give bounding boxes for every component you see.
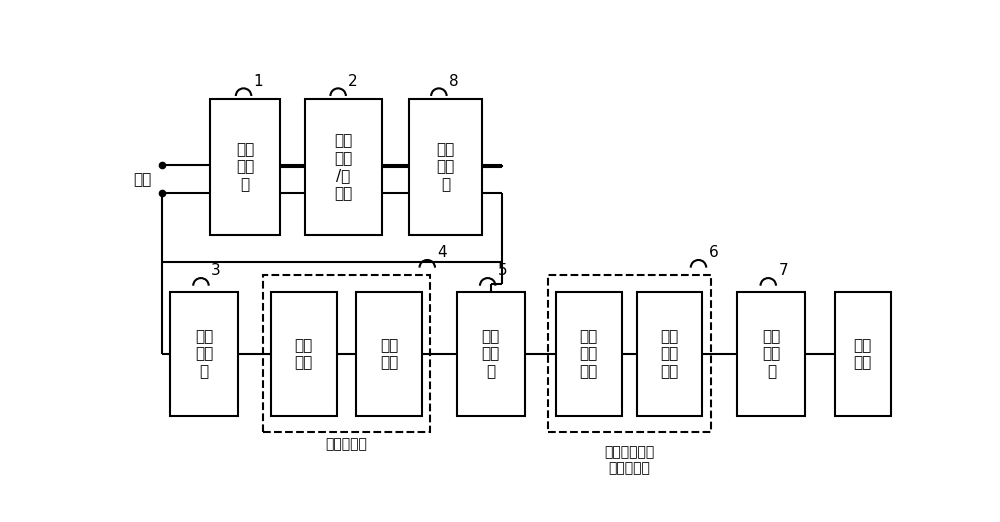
Text: 6: 6 <box>709 245 718 260</box>
Bar <box>556 292 622 417</box>
Bar <box>305 99 382 235</box>
Text: 电网: 电网 <box>133 172 151 187</box>
Text: 5: 5 <box>498 264 507 278</box>
Text: 定子
绕组: 定子 绕组 <box>295 338 313 370</box>
Bar <box>271 292 337 417</box>
Bar <box>356 292 422 417</box>
Text: 3: 3 <box>211 264 221 278</box>
Text: 4: 4 <box>437 245 447 260</box>
Bar <box>457 292 525 417</box>
Text: 1: 1 <box>254 74 263 89</box>
Text: 励磁
整流
器: 励磁 整流 器 <box>482 329 500 379</box>
Text: 输入
电动
/发
电机: 输入 电动 /发 电机 <box>334 134 353 201</box>
Text: 混合励磁多相
同步发电机: 混合励磁多相 同步发电机 <box>604 445 655 476</box>
Text: 8: 8 <box>449 74 459 89</box>
Text: 输出
功率
绕组: 输出 功率 绕组 <box>660 329 679 379</box>
Bar <box>737 292 805 417</box>
Text: 脉冲
负载: 脉冲 负载 <box>854 338 872 370</box>
Bar <box>170 292 238 417</box>
Text: 2: 2 <box>348 74 358 89</box>
Text: 7: 7 <box>778 264 788 278</box>
Bar <box>409 99 482 235</box>
Text: 励磁
逆变
器: 励磁 逆变 器 <box>195 329 213 379</box>
Bar <box>637 292 702 417</box>
Text: 转子
绕组: 转子 绕组 <box>380 338 398 370</box>
Text: 输出
整流
器: 输出 整流 器 <box>762 329 780 379</box>
Bar <box>548 275 711 432</box>
Text: 转子
励磁
绕组: 转子 励磁 绕组 <box>580 329 598 379</box>
Bar <box>835 292 891 417</box>
Text: 输入
整流
器: 输入 整流 器 <box>436 142 455 192</box>
Text: 励磁发电机: 励磁发电机 <box>325 437 367 451</box>
Bar <box>210 99 280 235</box>
Text: 输入
逆变
器: 输入 逆变 器 <box>236 142 254 192</box>
Bar <box>263 275 430 432</box>
